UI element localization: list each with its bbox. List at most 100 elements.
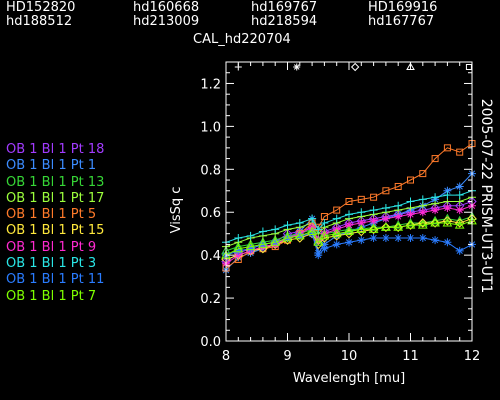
data-point [393,222,404,231]
series-line [225,143,473,269]
data-point [393,222,403,232]
data-point [455,246,464,255]
data-point [234,63,242,71]
series-ob-1-bl-1-pt-9 [222,201,476,268]
data-point [320,229,329,238]
data-point [406,197,415,206]
series-ob-1-bl-1-pt-17 [222,193,476,251]
data-point [356,224,367,233]
data-point [314,236,323,245]
x-axis-label: Wavelength [mu] [293,371,405,386]
data-point [245,241,256,251]
data-point [455,182,464,191]
data-point [246,231,255,240]
data-point [345,198,353,205]
data-point [333,206,341,214]
data-point [443,144,451,152]
data-point [381,233,390,242]
legend-entry: OB 1 Bl 1 Pt 9 [6,239,97,255]
legend: OB 1 Bl 1 Pt 18 OB 1 Bl 1 Pt 1 OB 1 Bl 1 P… [6,142,104,305]
data-point [369,206,378,215]
data-point [344,226,354,236]
data-point [314,225,323,234]
y-tick-label: 1.2 [200,77,221,92]
data-point [308,229,317,238]
data-point [246,244,255,253]
data-point [282,232,293,242]
data-point [331,228,342,238]
data-point [283,221,292,230]
data-point [293,63,301,71]
y-tick-label: 1.0 [200,120,221,135]
legend-entry: OB 1 Bl 1 Pt 15 [6,223,105,239]
data-point [294,230,305,240]
series-line [225,220,473,256]
calibrator-label: CAL_hd220704 [193,32,291,47]
observation-label: 2005-07-22 PRISM-UT3-UT1 [478,99,494,294]
data-point [465,64,472,70]
data-point [234,233,243,242]
series-ob-1-bl-1-pt-3 [222,186,476,247]
y-tick-label: 0.6 [200,206,221,221]
data-point [431,155,439,163]
data-point [455,206,464,215]
data-point [258,227,267,236]
data-point [345,221,353,230]
data-point [406,62,415,70]
data-point [406,233,415,242]
data-point [443,203,452,212]
data-point [405,220,416,230]
data-point [369,216,378,225]
x-tick-label: 12 [464,349,481,364]
y-tick-label: 0.8 [200,163,221,178]
star-label: hd169767 [251,0,318,15]
data-point [419,170,427,178]
data-point [344,224,354,233]
series-line [225,190,473,243]
legend-entry: OB 1 Bl 1 Pt 17 [6,190,105,206]
x-tick-label: 10 [341,349,358,364]
data-point [405,220,416,229]
star-label: HD169916 [368,0,438,15]
series-ob-1-bl-1-pt-7 [221,215,477,259]
data-point [417,220,428,229]
data-point [357,218,366,227]
data-point [443,191,452,200]
legend-entry: OB 1 Bl 1 Pt 1 [6,158,97,174]
legend-entry: OB 1 Bl 1 Pt 7 [6,288,97,304]
data-point [381,222,391,232]
data-point [271,225,280,234]
x-tick-label: 9 [283,349,291,364]
data-point [314,251,323,260]
data-point [456,148,464,156]
data-point [382,187,390,195]
series-line [225,196,473,248]
data-point [431,236,440,245]
y-tick-label: 0.4 [200,249,221,264]
data-point [234,251,243,260]
data-point [443,186,452,195]
legend-entry: OB 1 Bl 1 Pt 3 [6,256,97,272]
data-point [394,201,403,210]
data-point [418,233,427,242]
data-point [368,224,379,235]
legend-entry: OB 1 Bl 1 Pt 11 [6,272,105,288]
data-point [370,193,378,201]
data-point [357,236,366,245]
x-tick-label: 8 [222,349,230,364]
data-point [417,217,428,227]
legend-entry: OB 1 Bl 1 Pt 18 [6,142,105,157]
data-point [345,238,353,247]
data-point [442,216,453,226]
data-point [332,240,341,249]
data-point [418,195,427,204]
star-label: hd218594 [251,14,318,29]
data-point [357,195,365,203]
data-point [307,226,317,236]
data-point [394,233,403,242]
data-point [319,230,330,240]
data-point [381,203,390,212]
data-point [430,218,440,228]
data-point [234,246,243,255]
data-point [407,176,414,184]
